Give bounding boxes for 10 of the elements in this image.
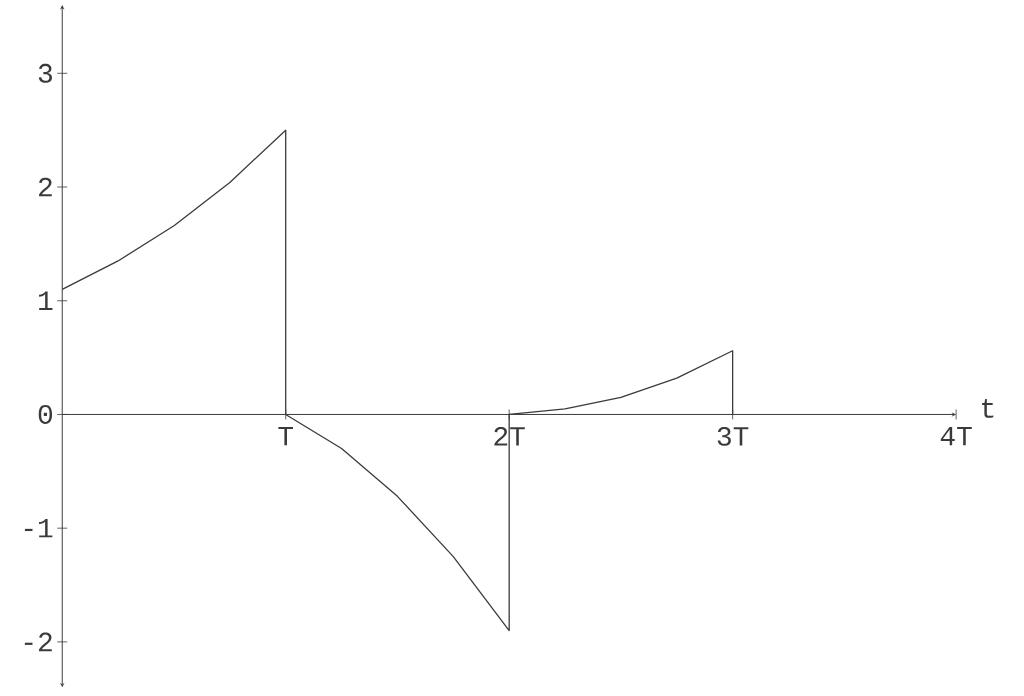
y-tick-label: 2 — [39, 177, 52, 197]
y-tick-label: 0 — [38, 405, 53, 424]
y-tick-label: -1 — [24, 519, 53, 538]
y-tick-label: -2 — [24, 632, 52, 652]
x-tick-label: 3T — [717, 426, 749, 446]
x-axis-title: t — [982, 399, 994, 418]
x-tick-label: T — [278, 426, 294, 446]
x-tick-label: 4T — [940, 426, 972, 446]
y-tick-label: 3 — [38, 63, 52, 83]
y-tick-label: 1 — [39, 291, 53, 310]
